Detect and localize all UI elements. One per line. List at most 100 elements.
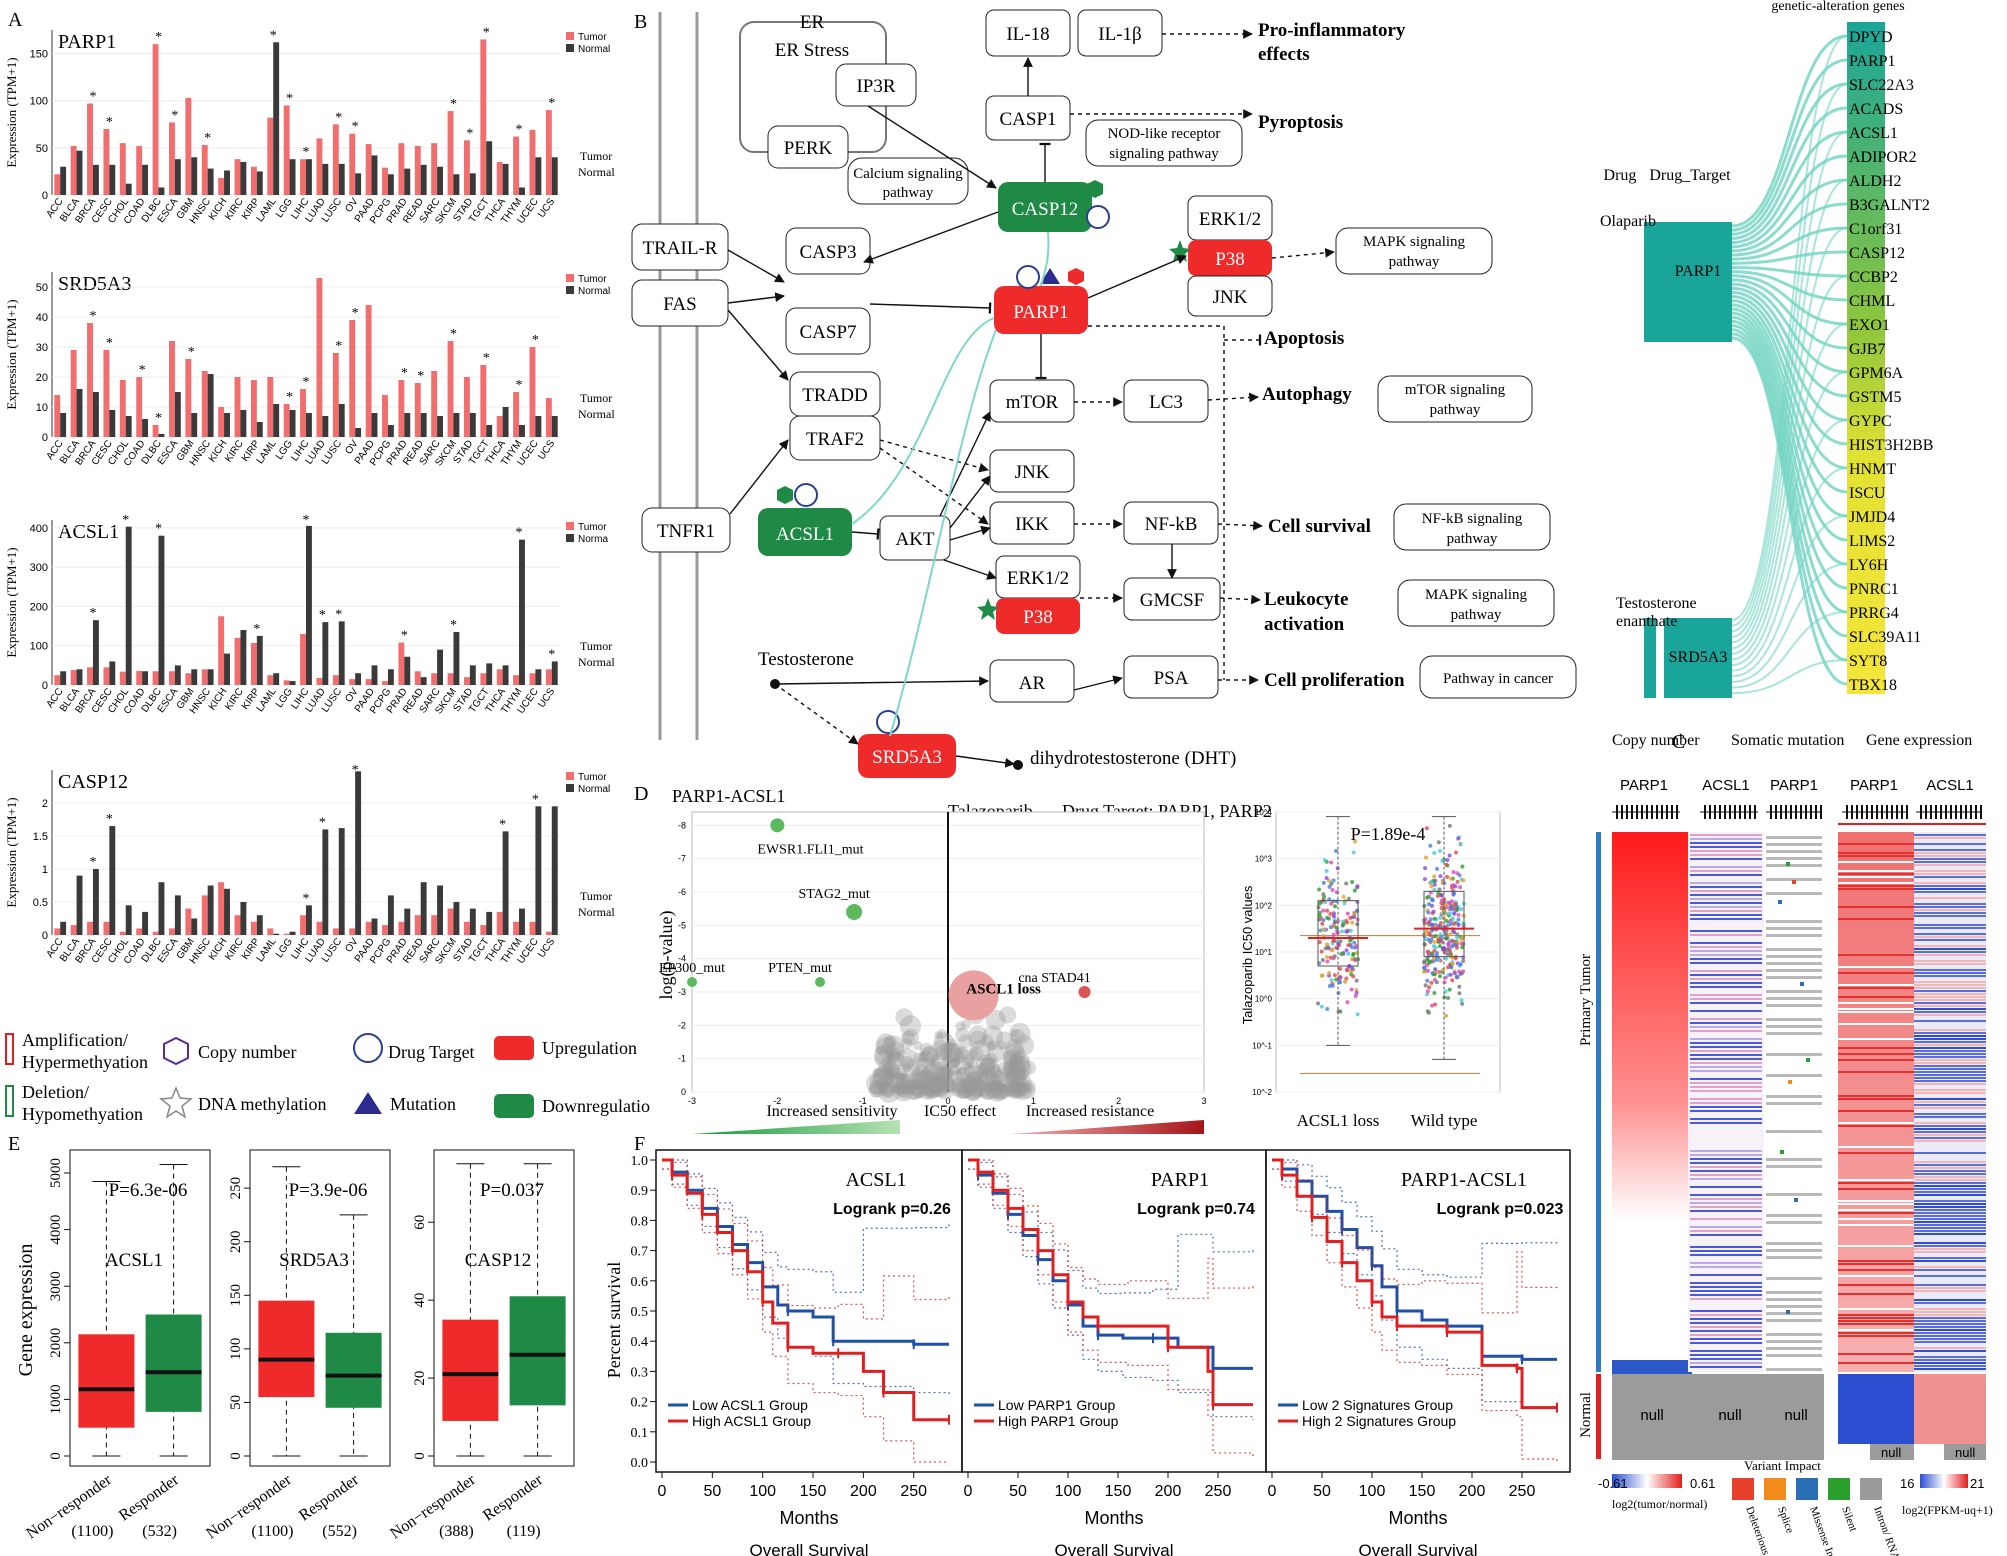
background-point <box>915 1056 937 1078</box>
ic50-point <box>1345 920 1350 925</box>
significance-star: * <box>303 891 310 906</box>
box-frame <box>249 1149 391 1467</box>
y-tick-label: 1000 <box>48 1384 64 1414</box>
tumor-bar <box>349 133 356 195</box>
point-label: PTEN_mut <box>768 961 832 976</box>
null-label: null <box>1881 1445 1901 1460</box>
background-point <box>939 1076 956 1092</box>
null-block <box>1870 1444 1914 1460</box>
copy-stripe <box>1690 934 1762 936</box>
gene-label: JMJD4 <box>1849 509 1895 526</box>
tumor-bar <box>250 921 257 935</box>
expression-stripe <box>1838 1047 1914 1049</box>
background-point <box>961 1056 974 1070</box>
ic50-point <box>1324 875 1329 880</box>
heatmap-col-label: ACSL1 <box>1702 777 1750 794</box>
exon-mark <box>1861 805 1863 819</box>
expression-stripe <box>1838 1122 1914 1124</box>
background-point <box>925 1073 946 1094</box>
srd5a3-node <box>858 734 956 778</box>
legend-label: Low ACSL1 Group <box>692 1397 808 1413</box>
ic50-point <box>1422 877 1427 882</box>
gene-title: CASP12 <box>58 771 128 793</box>
legend-tumor-label: Tumor <box>578 274 607 285</box>
x-tick-label: 0 <box>945 1096 950 1106</box>
mutation-mark <box>1806 1058 1810 1062</box>
ic50-point <box>1461 959 1466 964</box>
mutation-mark <box>1778 900 1782 904</box>
heatmap-col-label: PARP1 <box>1620 777 1668 794</box>
background-point <box>961 1080 971 1090</box>
ic50-point <box>1459 971 1464 976</box>
expression-stripe <box>1914 843 1986 845</box>
y-tick-label: 1.0 <box>631 1154 649 1169</box>
y-tick-label: 150 <box>228 1284 244 1307</box>
akt-label: AKT <box>895 529 934 550</box>
legend-label: Low PARP1 Group <box>998 1397 1115 1413</box>
copy-stripe <box>1690 1338 1762 1340</box>
mtor-path-label: pathway <box>1430 402 1481 418</box>
sankey-link <box>1731 419 1848 667</box>
akt-node <box>879 515 951 561</box>
copy-stripe <box>1690 850 1762 852</box>
expression-stripe <box>1914 909 1986 911</box>
exon-mark <box>1744 805 1746 819</box>
tumor-bar <box>234 637 241 685</box>
exon-mark <box>1930 805 1932 819</box>
normal-bar <box>551 157 558 195</box>
background-point <box>932 1039 949 1057</box>
normal-bar <box>453 902 460 935</box>
expression-stripe <box>1914 1113 1986 1115</box>
ic50-point <box>1442 897 1447 902</box>
fas-label: FAS <box>663 294 696 315</box>
background-point <box>1010 1084 1021 1095</box>
arrow <box>729 439 789 515</box>
copy-stripe <box>1690 930 1762 932</box>
sankey-link <box>1731 515 1848 678</box>
background-point <box>876 1076 890 1089</box>
normal-bar <box>306 159 312 195</box>
background-point <box>1006 1066 1026 1086</box>
tumor-bar <box>463 921 470 935</box>
copy-stripe <box>1690 1310 1762 1312</box>
tumor-bar <box>136 670 143 685</box>
ic50-point <box>1321 927 1326 932</box>
exon-mark <box>1851 805 1853 819</box>
tumor-bar <box>545 669 552 685</box>
expression-stripe <box>1914 1242 1986 1244</box>
scale2-label: log2(FPKM-uq+1) <box>1902 1503 1993 1517</box>
copy-stripe <box>1690 1194 1762 1196</box>
expression-stripe <box>1838 1110 1914 1112</box>
copy-stripe <box>1690 886 1762 888</box>
ic50-point <box>1334 849 1339 854</box>
background-point <box>893 1067 907 1081</box>
exon-mark <box>1810 805 1812 819</box>
background-point <box>1005 1068 1017 1081</box>
expression-stripe <box>1914 1299 1986 1301</box>
ic50-point <box>1438 915 1443 920</box>
sankey-link <box>1731 106 1848 240</box>
ic50-point <box>1330 888 1335 893</box>
x-tick-label: UCS <box>536 686 557 710</box>
ic50-point <box>1426 920 1431 925</box>
confidence-band <box>968 1159 1254 1295</box>
gene-title: PARP1 <box>58 31 116 53</box>
exon-mark <box>1790 805 1792 819</box>
background-point <box>967 1081 980 1094</box>
sankey-link <box>1731 315 1848 566</box>
normal-bar <box>76 669 83 685</box>
expression-stripe <box>1838 1182 1914 1184</box>
expression-stripe <box>1914 1035 1986 1037</box>
background-point <box>878 1080 901 1103</box>
exon-mark <box>1970 805 1972 819</box>
background-point <box>1007 1075 1026 1094</box>
exon-mark <box>1901 805 1903 819</box>
expression-stripe <box>1838 882 1914 884</box>
sankey-link <box>1731 270 1848 302</box>
exon-mark <box>1651 805 1653 819</box>
nfkb-node <box>1123 501 1219 545</box>
mutation-stripe <box>1766 1242 1822 1245</box>
background-point <box>884 1035 897 1048</box>
ic50-point <box>1349 957 1354 962</box>
gene-label: ADIPOR2 <box>1849 149 1917 166</box>
